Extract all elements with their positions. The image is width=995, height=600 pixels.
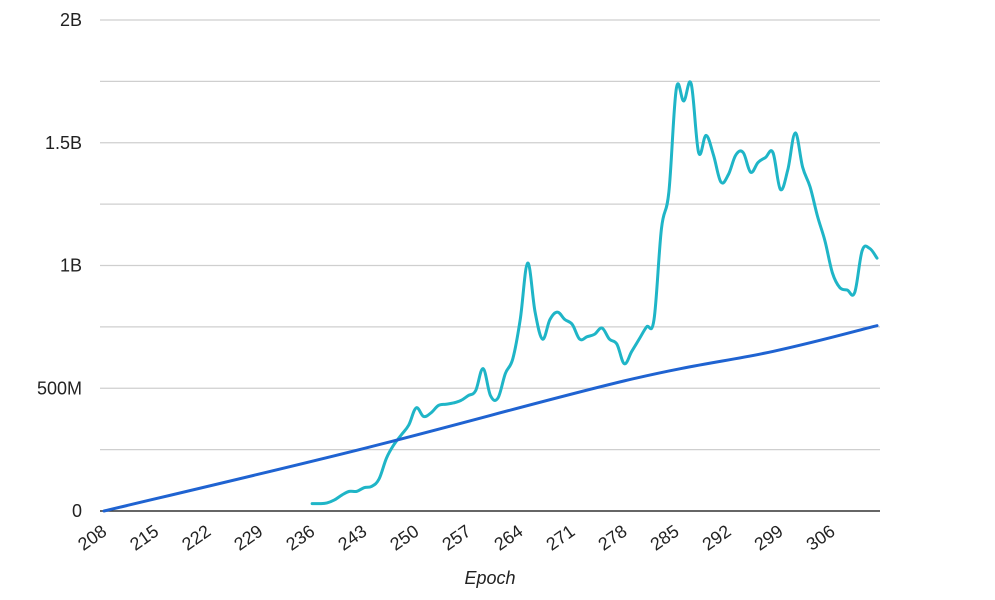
x-tick-label: 236 <box>282 521 318 555</box>
series-line-1 <box>310 80 879 506</box>
x-axis-ticks: 208 215 222 229 236 243 250 257 264 271 278 285 292 2… <box>74 521 838 555</box>
x-tick-label: 271 <box>542 521 578 555</box>
y-tick-label: 0 <box>72 501 82 521</box>
x-tick-label: 257 <box>438 521 474 555</box>
x-tick-label: 306 <box>803 521 839 555</box>
x-tick-label: 243 <box>334 521 370 555</box>
y-tick-label: 1B <box>60 256 82 276</box>
x-tick-label: 292 <box>699 521 735 555</box>
y-axis-ticks: 0 500M 1B 1.5B 2B <box>37 10 82 521</box>
y-tick-label: 500M <box>37 378 82 398</box>
x-axis-title: Epoch <box>464 568 515 588</box>
x-tick-label: 278 <box>594 521 630 555</box>
grid-layer <box>100 19 880 512</box>
y-tick-label: 1.5B <box>45 133 82 153</box>
x-tick-label: 215 <box>126 521 162 555</box>
x-tick-label: 285 <box>647 521 683 555</box>
series-line-2 <box>102 324 879 513</box>
y-tick-label: 2B <box>60 10 82 30</box>
x-tick-label: 264 <box>490 521 526 555</box>
series-layer <box>102 80 879 513</box>
x-tick-label: 250 <box>386 521 422 555</box>
x-tick-label: 208 <box>74 521 110 555</box>
x-tick-label: 299 <box>751 521 787 555</box>
x-tick-label: 222 <box>178 521 214 555</box>
x-tick-label: 229 <box>230 521 266 555</box>
